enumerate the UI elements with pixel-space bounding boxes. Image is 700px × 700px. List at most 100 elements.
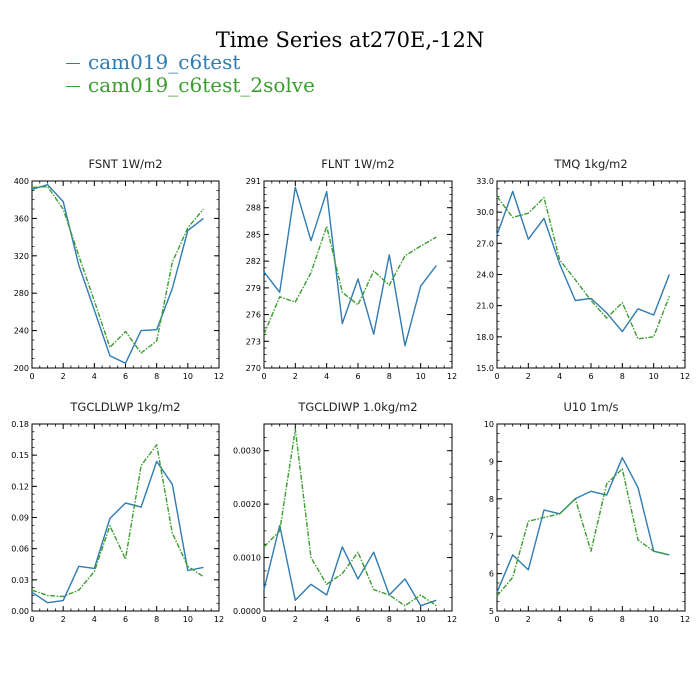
x-tick-label: 6 (123, 615, 128, 624)
series-line-2 (496, 468, 670, 597)
y-tick-label: 0.06 (11, 545, 29, 554)
y-tick-label: 0.18 (11, 420, 29, 429)
series-line-1 (263, 524, 437, 607)
x-tick-label: 8 (620, 615, 625, 624)
x-tick-label: 0 (261, 372, 266, 381)
y-tick-label: 273 (246, 337, 261, 346)
panel-4: TGCLDLWP 1kg/m2 0 2 4 6 8 10 12 0.00 0.03 0.06 0.09… (11, 400, 224, 624)
y-tick-label: 270 (246, 364, 261, 373)
y-tick-label: 27.0 (476, 239, 494, 248)
series-line-1 (31, 460, 204, 604)
x-tick-label: 8 (154, 615, 159, 624)
legend-item-series-2: cam019_c6test_2solve (66, 74, 315, 97)
series-line-2 (496, 196, 670, 340)
panel-title: TMQ 1kg/m2 (553, 157, 627, 171)
y-tick-label: 18.0 (476, 333, 494, 342)
x-tick-label: 4 (324, 615, 329, 624)
panel-1: FSNT 1W/m2 0 2 4 6 8 10 12 200 240 280 320 360 400 (14, 157, 224, 381)
y-tick-label: 33.0 (476, 177, 494, 186)
x-tick-label: 0 (29, 372, 34, 381)
x-tick-label: 12 (214, 372, 224, 381)
panel-title: U10 1m/s (563, 400, 618, 414)
series-line-1 (496, 190, 670, 333)
panel-3: TMQ 1kg/m2 0 2 4 6 8 10 12 15.0 18.0 21.0 24.0 27.0 3… (476, 157, 690, 381)
x-tick-label: 0 (29, 615, 34, 624)
y-tick-label: 7 (489, 532, 494, 541)
y-tick-label: 0.0030 (233, 447, 261, 456)
x-tick-label: 4 (92, 615, 97, 624)
x-tick-label: 10 (416, 615, 426, 624)
x-tick-label: 4 (92, 372, 97, 381)
legend-label-series-2: cam019_c6test_2solve (88, 73, 315, 97)
x-tick-label: 6 (588, 372, 593, 381)
panel-title: TGCLDLWP 1kg/m2 (69, 400, 180, 414)
series-line-2 (263, 428, 437, 607)
y-tick-label: 280 (14, 289, 29, 298)
y-tick-label: 0.00 (11, 607, 29, 616)
x-tick-label: 0 (494, 615, 499, 624)
x-tick-label: 2 (61, 372, 66, 381)
plot-frame (496, 423, 686, 612)
x-tick-label: 0 (261, 615, 266, 624)
x-tick-label: 12 (214, 615, 224, 624)
legend-swatch-series-1 (66, 63, 80, 64)
plot-frame (31, 423, 220, 612)
x-tick-label: 6 (588, 615, 593, 624)
plot-frame (496, 180, 686, 369)
series-line-1 (31, 183, 204, 364)
panel-title: FSNT 1W/m2 (88, 157, 162, 171)
x-tick-label: 6 (355, 372, 360, 381)
y-tick-label: 320 (14, 252, 29, 261)
panel-5: TGCLDIWP 1.0kg/m2 0 2 4 6 8 10 12 0.0000 0.0010 0.… (233, 400, 457, 624)
series-line-2 (31, 444, 204, 598)
x-tick-label: 10 (649, 372, 659, 381)
y-tick-label: 240 (14, 327, 29, 336)
y-tick-label: 15.0 (476, 364, 494, 373)
panel-2: FLNT 1W/m2 0 2 4 6 8 10 12 270 273 276 279 282 285 288… (246, 157, 457, 381)
plot-frame (31, 180, 220, 369)
y-tick-label: 0.0010 (233, 554, 261, 563)
x-tick-label: 10 (183, 372, 193, 381)
y-tick-label: 5 (489, 607, 494, 616)
y-tick-label: 30.0 (476, 208, 494, 217)
x-tick-label: 12 (680, 615, 690, 624)
y-tick-label: 360 (14, 214, 29, 223)
legend-label-series-1: cam019_c6test (88, 50, 241, 74)
figure-title: Time Series at270E,-12N (215, 28, 485, 52)
x-tick-label: 12 (447, 372, 457, 381)
x-tick-label: 2 (293, 372, 298, 381)
x-tick-label: 2 (526, 615, 531, 624)
y-tick-label: 0.09 (11, 514, 29, 523)
x-tick-label: 10 (649, 615, 659, 624)
y-tick-label: 0.0000 (233, 607, 261, 616)
series-line-2 (263, 225, 437, 335)
x-tick-label: 2 (293, 615, 298, 624)
panel-title: FLNT 1W/m2 (321, 157, 394, 171)
x-tick-label: 4 (557, 615, 562, 624)
legend-item-series-1: cam019_c6test (66, 51, 315, 74)
x-tick-label: 0 (494, 372, 499, 381)
y-tick-label: 0.15 (11, 451, 29, 460)
x-tick-label: 8 (387, 372, 392, 381)
y-tick-label: 24.0 (476, 271, 494, 280)
y-tick-label: 285 (246, 230, 261, 239)
y-tick-label: 282 (246, 257, 261, 266)
series-line-1 (263, 186, 437, 347)
y-tick-label: 6 (489, 570, 494, 579)
x-tick-label: 4 (324, 372, 329, 381)
y-tick-label: 21.0 (476, 302, 494, 311)
x-tick-label: 4 (557, 372, 562, 381)
x-tick-label: 6 (123, 372, 128, 381)
y-tick-label: 8 (489, 495, 494, 504)
x-tick-label: 10 (416, 372, 426, 381)
y-tick-label: 10 (484, 420, 494, 429)
x-tick-label: 8 (154, 372, 159, 381)
y-tick-label: 400 (14, 177, 29, 186)
x-tick-label: 2 (526, 372, 531, 381)
x-tick-label: 10 (183, 615, 193, 624)
legend-swatch-series-2 (66, 86, 80, 87)
legend: cam019_c6test cam019_c6test_2solve (66, 51, 315, 97)
y-tick-label: 200 (14, 364, 29, 373)
y-tick-label: 0.0020 (233, 500, 261, 509)
